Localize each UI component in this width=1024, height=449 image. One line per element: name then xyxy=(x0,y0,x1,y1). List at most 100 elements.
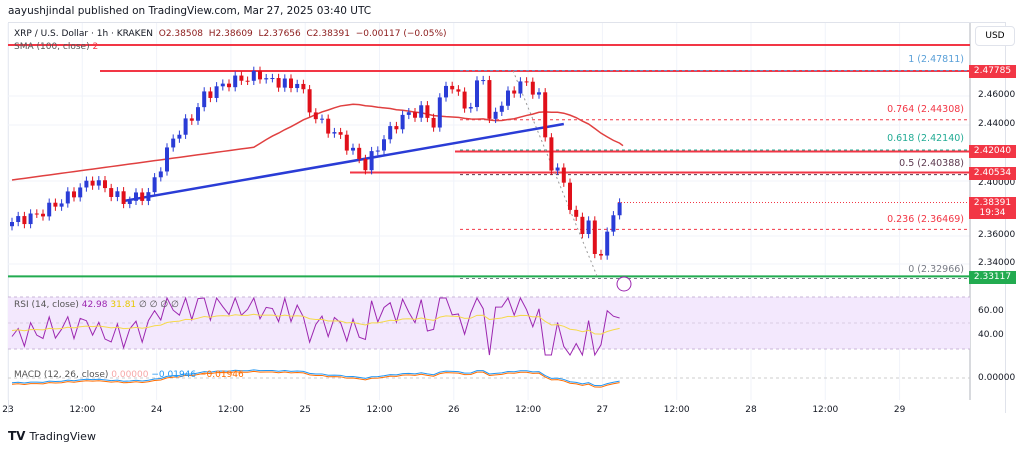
candle xyxy=(555,167,560,171)
candle xyxy=(537,92,541,95)
currency-button[interactable]: USD xyxy=(975,26,1015,46)
candle xyxy=(22,216,27,225)
candle xyxy=(530,81,535,95)
candle xyxy=(84,180,89,188)
candle xyxy=(301,83,306,90)
candle xyxy=(561,167,566,183)
candle xyxy=(413,112,417,118)
sma-label: SMA (100, close) xyxy=(14,42,90,52)
candle xyxy=(239,75,244,81)
rsi-label: RSI (14, close) xyxy=(14,300,79,310)
candle xyxy=(406,112,411,115)
candle xyxy=(109,188,114,197)
time-tick: 12:00 xyxy=(366,405,393,415)
candle xyxy=(214,86,219,98)
candle xyxy=(344,134,349,151)
macd-tick: 0.00000 xyxy=(978,373,1016,383)
candle xyxy=(357,147,362,159)
candle xyxy=(115,191,120,197)
candle xyxy=(140,192,145,201)
support-tag: 2.33117 xyxy=(969,271,1016,284)
candle xyxy=(351,147,355,151)
candle xyxy=(375,150,380,152)
candle xyxy=(264,78,269,80)
low-value: L2.37656 xyxy=(258,29,301,39)
rsi-line xyxy=(11,296,620,357)
candle xyxy=(258,70,262,80)
candle xyxy=(419,105,424,118)
resistance-tag: 2.47785 xyxy=(969,65,1016,78)
high-value: H2.38609 xyxy=(208,29,253,39)
tradingview-logo[interactable]: 𝗧𝗩 TradingView xyxy=(8,429,96,443)
candle xyxy=(363,158,368,171)
candle xyxy=(468,107,473,109)
candle xyxy=(227,83,231,88)
lightning-icon xyxy=(616,276,632,292)
candle xyxy=(568,182,572,210)
price-tick: 2.46000 xyxy=(978,90,1016,100)
macd-hist-value: 0.00000 xyxy=(111,370,149,380)
sma-line xyxy=(11,103,624,181)
fib-label-1: 1 (2.47811) xyxy=(908,54,964,65)
candle xyxy=(270,78,275,80)
candle xyxy=(617,202,622,216)
macd-line xyxy=(11,369,620,387)
candle xyxy=(394,126,399,130)
candle xyxy=(41,213,45,217)
candle xyxy=(289,78,293,89)
time-tick: 29 xyxy=(893,405,906,415)
candle xyxy=(586,220,591,235)
candle xyxy=(382,139,386,151)
published-info: aayushjindal published on TradingView.co… xyxy=(8,5,372,17)
macd-legend[interactable]: MACD (12, 26, close) 0.00000 −0.01946 −0… xyxy=(14,370,244,380)
fib-label-05: 0.5 (2.40388) xyxy=(899,158,964,169)
fib-trend-line xyxy=(512,70,599,279)
candle xyxy=(282,78,287,88)
macd-label: MACD (12, 26, close) xyxy=(14,370,109,380)
candle xyxy=(605,231,610,256)
time-tick: 25 xyxy=(299,405,311,415)
price-tick: 2.40000 xyxy=(978,178,1016,188)
candle xyxy=(276,78,281,88)
candle xyxy=(499,105,504,112)
last-price-tag: 2.38391 19:34 xyxy=(969,197,1016,219)
fib-label-0764: 0.764 (2.44308) xyxy=(887,104,964,115)
sma-legend[interactable]: SMA (100, close) 2 xyxy=(14,42,98,52)
price-tick: 2.44000 xyxy=(978,119,1016,129)
time-tick: 12:00 xyxy=(217,405,244,415)
candle xyxy=(320,118,324,120)
candle xyxy=(34,213,39,215)
candle xyxy=(90,180,95,186)
candle xyxy=(165,147,169,172)
candle xyxy=(59,203,64,207)
symbol-legend: XRP / U.S. Dollar · 1h · KRAKEN O2.38508… xyxy=(14,29,447,39)
candle xyxy=(481,80,486,82)
candle xyxy=(146,192,151,201)
candle xyxy=(47,202,52,217)
candle xyxy=(580,216,585,235)
candle xyxy=(437,97,442,128)
rsi-legend[interactable]: RSI (14, close) 42.98 31.81 ∅ ∅ ∅ ∅ xyxy=(14,300,179,310)
rsi-tick: 60.00 xyxy=(978,306,1004,316)
candle xyxy=(518,81,523,94)
candle xyxy=(307,89,312,113)
rsi-value: 42.98 xyxy=(81,300,108,310)
symbol-name: XRP / U.S. Dollar · 1h · KRAKEN xyxy=(14,29,153,39)
candle xyxy=(202,91,207,108)
time-tick: 12:00 xyxy=(812,405,839,415)
candle xyxy=(220,83,225,87)
resistance-tag: 2.40534 xyxy=(969,167,1016,180)
price-tick: 2.36000 xyxy=(978,230,1016,240)
candle xyxy=(16,216,21,222)
macd-signal-value: −0.01946 xyxy=(199,370,244,380)
rsi-tick: 40.00 xyxy=(978,330,1004,340)
candle xyxy=(450,85,455,90)
candle xyxy=(400,114,405,130)
candle xyxy=(134,192,138,201)
macd-signal-line xyxy=(11,370,620,388)
candle xyxy=(245,80,250,82)
brand-name: TradingView xyxy=(29,429,96,443)
time-tick: 26 xyxy=(448,405,460,415)
time-tick: 23 xyxy=(2,405,14,415)
